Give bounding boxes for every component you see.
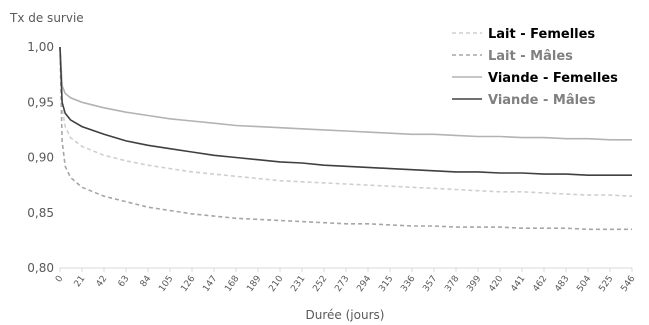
legend-label-3: Viande - Femelles — [488, 71, 618, 86]
x-tick-label: 462 — [531, 274, 549, 294]
plot-area — [59, 46, 633, 231]
y-tick-label: 0,80 — [27, 261, 54, 275]
y-axis-title: Tx de survie — [9, 11, 84, 25]
x-tick-label: 315 — [377, 274, 395, 294]
x-tick-label: 84 — [139, 274, 154, 289]
legend-label-1: Lait - Femelles — [488, 27, 595, 42]
legend-label-2: Lait - Mâles — [488, 49, 573, 64]
legend: Lait - Femelles Lait - Mâles Viande - Feme… — [452, 27, 618, 108]
x-tick-label: 399 — [465, 274, 483, 294]
x-tick-label: 147 — [201, 274, 219, 294]
x-tick-label: 189 — [245, 274, 263, 294]
x-tick-label: 273 — [333, 274, 351, 294]
x-tick-label: 105 — [157, 274, 175, 294]
y-tick-label: 0,85 — [27, 206, 54, 220]
y-tick-label: 1,00 — [27, 40, 54, 54]
y-tick-label: 0,90 — [27, 151, 54, 165]
x-tick-label: 546 — [619, 274, 637, 294]
x-tick-label: 231 — [289, 274, 307, 294]
x-tick-label: 42 — [95, 274, 110, 289]
x-tick-label: 357 — [421, 274, 439, 294]
x-tick-label: 294 — [355, 274, 373, 294]
x-tick-label: 63 — [117, 274, 132, 289]
series-line-1 — [59, 46, 633, 197]
x-tick-label: 378 — [443, 274, 461, 294]
y-tick-label: 0,95 — [27, 95, 54, 109]
series-line-4 — [59, 46, 632, 176]
x-tick-label: 483 — [553, 274, 571, 294]
x-tick-label: 336 — [399, 274, 417, 294]
x-tick-label: 504 — [575, 274, 593, 294]
x-axis-title: Durée (jours) — [306, 308, 385, 322]
series-line-2 — [59, 46, 632, 231]
x-tick-label: 441 — [509, 274, 527, 294]
x-tick-label: 168 — [223, 274, 241, 294]
legend-label-4: Viande - Mâles — [488, 93, 596, 108]
x-tick-label: 126 — [179, 274, 197, 294]
x-tick-label: 420 — [487, 274, 505, 294]
x-tick-label: 0 — [54, 274, 66, 285]
x-tick-label: 525 — [597, 274, 615, 294]
x-tick-label: 21 — [73, 274, 88, 289]
series-line-3 — [59, 46, 632, 141]
x-tick-label: 252 — [311, 274, 329, 294]
x-tick-label: 210 — [267, 274, 285, 294]
